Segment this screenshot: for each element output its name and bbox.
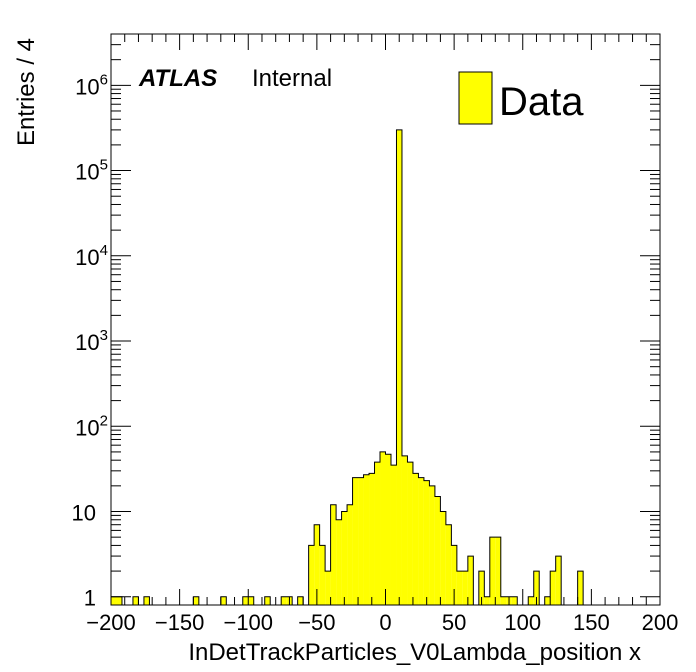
- histogram-bar: [407, 462, 413, 605]
- y-tick-label: 102: [75, 412, 108, 440]
- histogram-bar: [193, 596, 199, 605]
- x-tick-label: 50: [442, 610, 466, 635]
- histogram-bar: [341, 511, 348, 605]
- x-tick-label: 200: [642, 610, 679, 635]
- histogram-bar: [418, 477, 424, 605]
- histogram-bar: [484, 596, 490, 605]
- histogram-bar: [423, 480, 430, 605]
- histogram-bar: [325, 571, 331, 605]
- histogram-bar: [242, 596, 249, 605]
- histogram-bar: [462, 571, 468, 605]
- histogram-bar: [143, 596, 150, 605]
- internal-label: Internal: [252, 65, 332, 92]
- histogram-bar: [555, 556, 562, 605]
- histogram-bar: [281, 596, 287, 605]
- x-tick-label: 0: [379, 610, 391, 635]
- histogram-bar: [489, 537, 496, 605]
- histogram-bar: [533, 571, 540, 605]
- y-tick-label: 1: [84, 586, 96, 611]
- histogram-bar: [401, 455, 408, 605]
- histogram-bar: [319, 545, 326, 605]
- legend: Data: [458, 71, 584, 125]
- histogram-bar: [434, 496, 441, 605]
- histogram-bar: [347, 504, 353, 605]
- histogram-bar: [429, 485, 435, 605]
- y-tick-label: 105: [75, 157, 108, 185]
- x-axis-title: InDetTrackParticles_V0Lambda_position x: [188, 639, 641, 666]
- y-tick-label: 103: [75, 327, 108, 355]
- histogram-bar: [451, 545, 457, 605]
- histogram-bar: [390, 465, 397, 605]
- histogram-bar: [544, 596, 551, 605]
- histogram-bar: [116, 596, 122, 605]
- histogram-bar: [380, 451, 386, 605]
- histogram-bar: [358, 477, 364, 605]
- x-tick-label: −50: [298, 610, 335, 635]
- x-tick-label: −100: [223, 610, 273, 635]
- legend-label: Data: [499, 80, 584, 124]
- histogram-bar: [467, 556, 474, 605]
- histogram-bars: [110, 129, 584, 605]
- axis-ticks: [110, 33, 661, 605]
- histogram-bar: [412, 473, 419, 605]
- histogram-bar: [577, 571, 584, 605]
- histogram-bar: [220, 596, 227, 605]
- atlas-label: ATLAS: [138, 65, 217, 92]
- histogram-bar: [374, 462, 381, 605]
- histogram-bar: [445, 524, 452, 605]
- histogram-bar: [369, 473, 375, 605]
- legend-swatch: [458, 71, 493, 125]
- x-tick-labels: −200 −150 −100 −50 0 50 100 150 200: [86, 610, 678, 635]
- histogram-bar: [352, 477, 359, 605]
- histogram-bar: [314, 524, 320, 605]
- histogram-bar: [330, 504, 337, 605]
- histogram-bar: [111, 596, 117, 605]
- histogram-bar: [248, 596, 254, 605]
- histogram-bar: [264, 596, 271, 605]
- histogram-bar: [550, 571, 556, 605]
- histogram-bar: [132, 596, 139, 605]
- histogram-bar: [528, 596, 534, 605]
- histogram-bar: [478, 571, 485, 605]
- histogram-bar: [363, 474, 370, 605]
- x-tick-label: 100: [504, 610, 541, 635]
- histogram-bar: [297, 596, 304, 605]
- x-tick-label: −200: [86, 610, 136, 635]
- histogram-bar: [336, 519, 342, 605]
- histogram-bar: [396, 129, 402, 605]
- histogram-bar: [440, 511, 446, 605]
- y-tick-label: 106: [75, 71, 108, 99]
- y-tick-labels: 1 10 102 103 104 105 106: [72, 71, 108, 610]
- x-tick-label: 150: [573, 610, 610, 635]
- y-tick-label: 104: [75, 242, 108, 270]
- y-tick-label: 10: [72, 501, 96, 526]
- x-tick-label: −150: [155, 610, 205, 635]
- histogram-bar: [308, 545, 315, 605]
- histogram-bar: [511, 596, 518, 605]
- histogram-bar: [500, 596, 507, 605]
- histogram-bar: [495, 537, 501, 605]
- histogram-bar: [456, 571, 463, 605]
- histogram-bar: [385, 454, 391, 605]
- y-axis-title: Entries / 4: [13, 38, 40, 146]
